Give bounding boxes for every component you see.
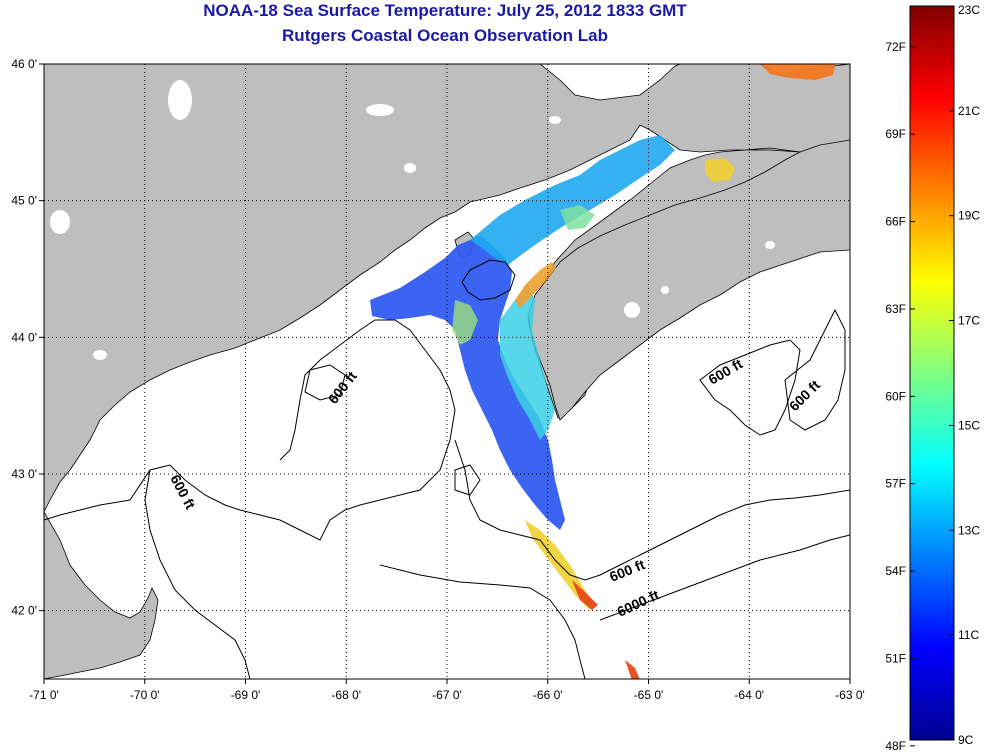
graticule	[44, 64, 850, 679]
colorbar-celsius-label: 19C	[958, 209, 980, 223]
lon-tick-label: -70 0'	[130, 688, 160, 702]
lat-tick-label: 42 0'	[11, 604, 37, 618]
colorbar-celsius-label: 15C	[958, 418, 980, 432]
lon-tick-label: -63 0'	[835, 688, 865, 702]
land-cape-cod	[44, 511, 159, 679]
colorbar	[909, 5, 955, 741]
colorbar-fahrenheit-label: 51F	[885, 651, 906, 665]
lon-tick-label: -67 0'	[432, 688, 462, 702]
colorbar-celsius-label: 11C	[958, 628, 979, 642]
colorbar-celsius-label: 21C	[958, 104, 980, 118]
colorbar-fahrenheit-label: 66F	[885, 215, 906, 229]
colorbar-celsius-label: 13C	[958, 523, 980, 537]
lat-tick-label: 44 0'	[11, 330, 37, 344]
colorbar-fahrenheit-label: 72F	[885, 40, 906, 54]
lon-tick-label: -66 0'	[533, 688, 563, 702]
lakes	[50, 80, 775, 360]
colorbar-fahrenheit-label: 63F	[885, 302, 906, 316]
colorbar-fahrenheit-label: 69F	[885, 127, 906, 141]
colorbar-fahrenheit-label: 57F	[885, 477, 906, 491]
map-subtitle: Rutgers Coastal Ocean Observation Lab	[282, 26, 608, 45]
latitude-axis: 46 0' 45 0' 44 0' 43 0' 42 0'	[11, 57, 44, 618]
colorbar-celsius-label: 17C	[958, 314, 980, 328]
longitude-axis: -71 0' -70 0' -69 0' -68 0' -67 0' -66 0' -65 …	[29, 679, 865, 702]
lon-tick-label: -69 0'	[231, 688, 261, 702]
lon-tick-label: -71 0'	[29, 688, 59, 702]
lon-tick-label: -64 0'	[734, 688, 764, 702]
lat-tick-label: 43 0'	[11, 467, 37, 481]
lon-tick-label: -68 0'	[331, 688, 361, 702]
colorbar-fahrenheit-label: 60F	[885, 389, 906, 403]
depth-contours	[44, 259, 850, 679]
colorbar-fahrenheit-label: 54F	[885, 564, 906, 578]
lat-tick-label: 45 0'	[11, 194, 37, 208]
lon-tick-label: -65 0'	[634, 688, 664, 702]
lat-tick-label: 46 0'	[11, 57, 37, 71]
colorbar-fahrenheit-label: 48F	[885, 739, 906, 753]
colorbar-celsius-label: 9C	[958, 733, 974, 747]
colorbar-celsius-labels: 23C 21C 19C 17C 15C 13C 11C 9C	[949, 3, 980, 747]
colorbar-fahrenheit-labels: 72F 69F 66F 63F 60F 57F 54F 51F 48F	[885, 40, 915, 753]
map-title: NOAA-18 Sea Surface Temperature: July 25…	[203, 1, 687, 20]
colorbar-celsius-label: 23C	[958, 3, 980, 17]
